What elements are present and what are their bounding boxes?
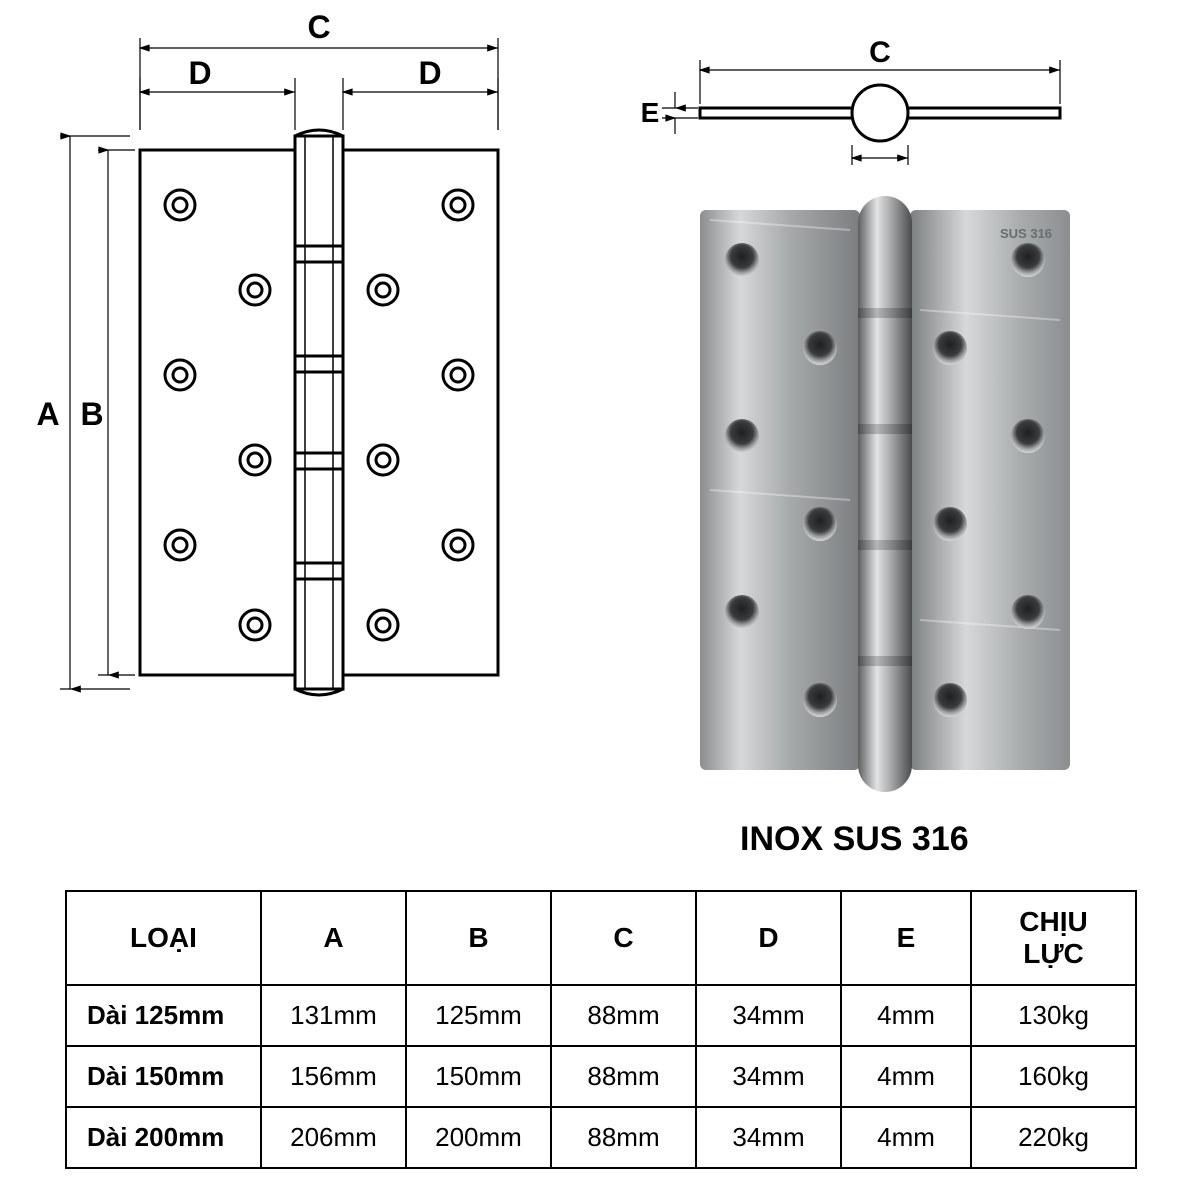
col-e: E: [841, 891, 971, 985]
col-b: B: [406, 891, 551, 985]
cell: 88mm: [551, 1046, 696, 1107]
cell: Dài 200mm: [66, 1107, 261, 1168]
cell: 125mm: [406, 985, 551, 1046]
cell: 130kg: [971, 985, 1136, 1046]
cell: 131mm: [261, 985, 406, 1046]
dim-label-c: C: [307, 9, 330, 45]
dim-label-a: A: [36, 396, 59, 432]
cell: 4mm: [841, 985, 971, 1046]
cell: 4mm: [841, 1107, 971, 1168]
cell: 34mm: [696, 1107, 841, 1168]
col-c: C: [551, 891, 696, 985]
spec-table: LOẠI A B C D E CHỊU LỰC Dài 125mm 131mm …: [65, 890, 1137, 1169]
cell: 220kg: [971, 1107, 1136, 1168]
cell: 156mm: [261, 1046, 406, 1107]
dim-label-d-left: D: [188, 55, 211, 91]
cell: 34mm: [696, 1046, 841, 1107]
cell: 200mm: [406, 1107, 551, 1168]
cell: 160kg: [971, 1046, 1136, 1107]
table-row: Dài 150mm 156mm 150mm 88mm 34mm 4mm 160k…: [66, 1046, 1136, 1107]
dim-label-e: E: [641, 97, 660, 128]
cell: Dài 125mm: [66, 985, 261, 1046]
cell: 88mm: [551, 1107, 696, 1168]
cell: 206mm: [261, 1107, 406, 1168]
col-d: D: [696, 891, 841, 985]
cell: 34mm: [696, 985, 841, 1046]
table-row: Dài 125mm 131mm 125mm 88mm 34mm 4mm 130k…: [66, 985, 1136, 1046]
table-row: Dài 200mm 206mm 200mm 88mm 34mm 4mm 220k…: [66, 1107, 1136, 1168]
cell: 150mm: [406, 1046, 551, 1107]
product-photo: SUS 316: [670, 190, 1100, 810]
cell: 88mm: [551, 985, 696, 1046]
cell: Dài 150mm: [66, 1046, 261, 1107]
col-a: A: [261, 891, 406, 985]
table-header-row: LOẠI A B C D E CHỊU LỰC: [66, 891, 1136, 985]
dim-label-c-top: C: [869, 36, 891, 69]
col-chiuluc: CHỊU LỰC: [971, 891, 1136, 985]
dim-label-b: B: [80, 396, 103, 432]
cell: 4mm: [841, 1046, 971, 1107]
front-diagram: C D D A B: [0, 0, 600, 770]
dim-label-d-right: D: [418, 55, 441, 91]
photo-stamp: SUS 316: [1000, 226, 1052, 241]
top-diagram: C E: [620, 30, 1140, 180]
page: C D D A B: [0, 0, 1200, 1200]
product-label: INOX SUS 316: [740, 820, 969, 859]
col-loai: LOẠI: [66, 891, 261, 985]
